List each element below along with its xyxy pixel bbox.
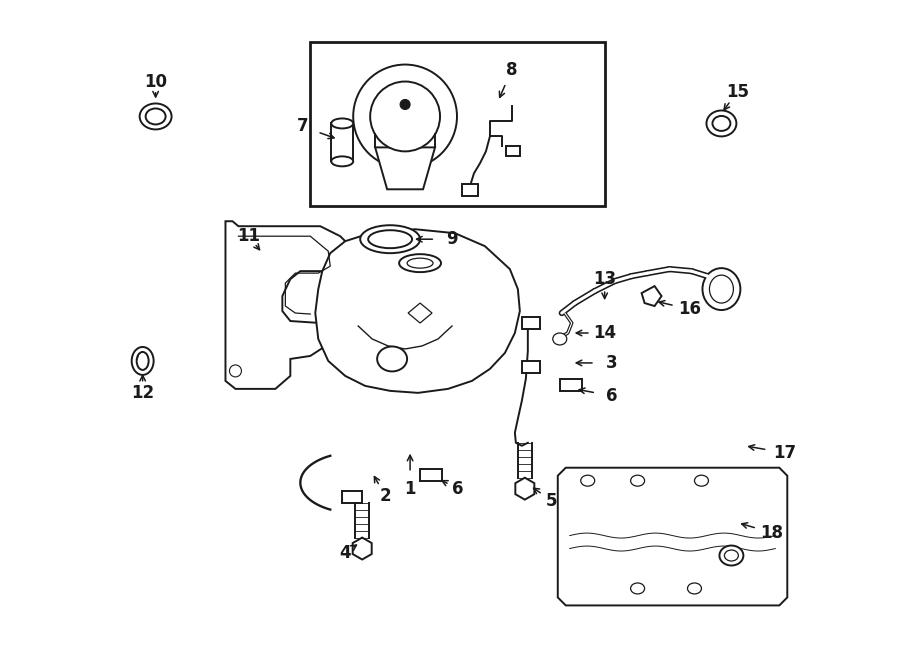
Polygon shape xyxy=(642,286,662,306)
Ellipse shape xyxy=(688,583,701,594)
Text: 12: 12 xyxy=(131,384,154,402)
Bar xyxy=(522,317,540,329)
Text: 8: 8 xyxy=(506,61,518,79)
Ellipse shape xyxy=(140,104,172,130)
Ellipse shape xyxy=(713,116,731,131)
Bar xyxy=(560,379,581,391)
Polygon shape xyxy=(226,221,356,389)
Polygon shape xyxy=(516,478,535,500)
Polygon shape xyxy=(408,303,432,323)
Circle shape xyxy=(230,365,241,377)
Bar xyxy=(331,124,353,161)
Text: 11: 11 xyxy=(237,227,260,245)
Ellipse shape xyxy=(146,108,166,124)
Ellipse shape xyxy=(131,347,154,375)
Ellipse shape xyxy=(331,118,353,128)
Bar xyxy=(310,42,605,206)
Ellipse shape xyxy=(331,157,353,167)
Text: 6: 6 xyxy=(606,387,617,405)
Polygon shape xyxy=(558,468,788,605)
Ellipse shape xyxy=(580,475,595,486)
Bar xyxy=(506,146,520,157)
Ellipse shape xyxy=(137,352,148,370)
Text: 9: 9 xyxy=(446,230,458,248)
Ellipse shape xyxy=(360,225,420,253)
Polygon shape xyxy=(315,229,520,393)
Text: 14: 14 xyxy=(593,324,616,342)
Circle shape xyxy=(400,100,410,110)
Ellipse shape xyxy=(377,346,407,371)
Bar xyxy=(342,490,362,502)
Text: /: / xyxy=(138,354,140,360)
Ellipse shape xyxy=(631,475,644,486)
Ellipse shape xyxy=(695,475,708,486)
Text: 7: 7 xyxy=(296,118,308,136)
Ellipse shape xyxy=(706,110,736,136)
Bar xyxy=(462,184,478,196)
Ellipse shape xyxy=(709,275,734,303)
Bar xyxy=(522,361,540,373)
Ellipse shape xyxy=(631,583,644,594)
Text: 18: 18 xyxy=(760,524,783,541)
Text: 13: 13 xyxy=(593,270,616,288)
Circle shape xyxy=(353,65,457,169)
Ellipse shape xyxy=(553,333,567,345)
Text: 3: 3 xyxy=(606,354,617,372)
Bar xyxy=(420,469,442,481)
Text: 6: 6 xyxy=(452,480,464,498)
Text: 4: 4 xyxy=(339,543,351,562)
Ellipse shape xyxy=(399,254,441,272)
Text: 5: 5 xyxy=(546,492,557,510)
Text: 1: 1 xyxy=(404,480,416,498)
Ellipse shape xyxy=(368,230,412,248)
Ellipse shape xyxy=(724,550,738,561)
Text: 2: 2 xyxy=(379,486,391,504)
Text: 17: 17 xyxy=(773,444,796,462)
Ellipse shape xyxy=(719,545,743,566)
Ellipse shape xyxy=(407,258,433,268)
Ellipse shape xyxy=(703,268,741,310)
Circle shape xyxy=(370,81,440,151)
Polygon shape xyxy=(353,537,372,559)
Text: 15: 15 xyxy=(726,83,749,100)
Text: 10: 10 xyxy=(144,73,167,91)
Polygon shape xyxy=(375,147,435,189)
Text: 16: 16 xyxy=(678,300,701,318)
